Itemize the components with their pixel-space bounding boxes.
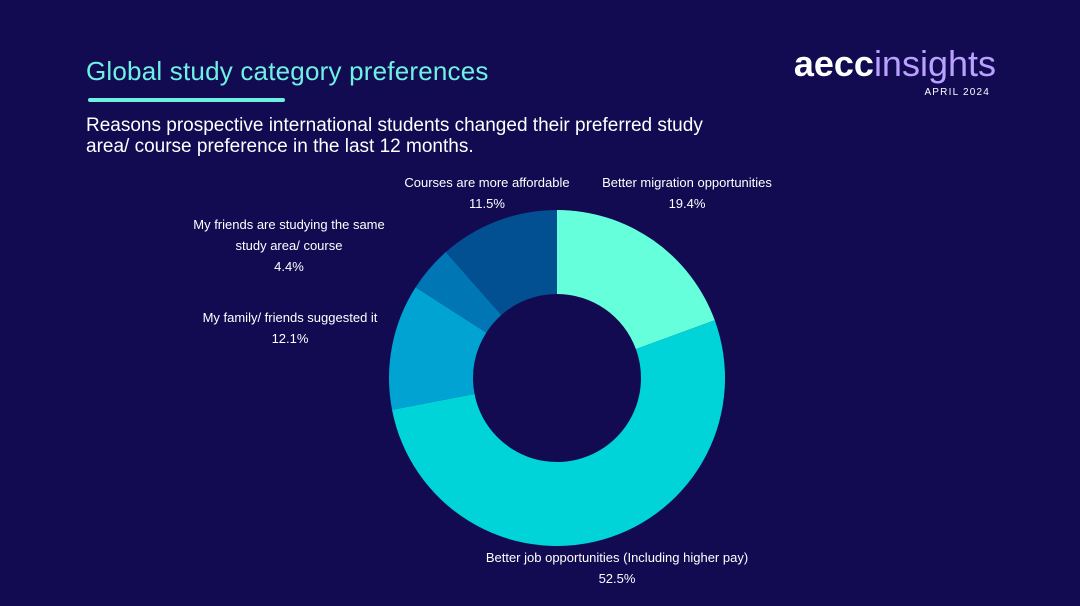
donut-slice-1: [557, 210, 715, 350]
page-title: Global study category preferences: [86, 56, 489, 86]
slice-label-3: My family/ friends suggested it: [203, 310, 378, 325]
title-underline: [88, 98, 285, 102]
slice-label-2: Better job opportunities (Including high…: [486, 550, 748, 565]
donut-labels: Better migration opportunities 19.4% Bette…: [193, 175, 772, 586]
logo-wordmark: aeccinsights: [794, 44, 996, 84]
slice-label-5: Courses are more affordable: [404, 175, 569, 190]
donut-slice-3: [388, 287, 487, 410]
donut-slice-2: [392, 320, 725, 546]
slice-label-4-line-1: My friends are studying the same: [193, 217, 384, 232]
slice-value-4: 4.4%: [274, 259, 304, 274]
chart-subtitle: Reasons prospective international studen…: [86, 115, 703, 157]
slice-value-2: 52.5%: [599, 571, 636, 586]
slice-label-4-line-2: study area/ course: [236, 238, 343, 253]
slice-value-1: 19.4%: [669, 196, 706, 211]
report-date: APRIL 2024: [924, 87, 990, 98]
donut-slice-5: [445, 210, 557, 316]
aecc-insights-logo: aeccinsights APRIL 2024: [794, 44, 996, 99]
donut-slice-4: [415, 252, 502, 333]
logo-brand-text-2: insights: [873, 43, 996, 84]
logo-brand-text: aecc: [793, 43, 874, 84]
donut-slices: [388, 210, 725, 546]
slice-value-5: 11.5%: [469, 196, 505, 211]
slice-value-3: 12.1%: [272, 331, 309, 346]
slice-label-1: Better migration opportunities: [602, 175, 772, 190]
